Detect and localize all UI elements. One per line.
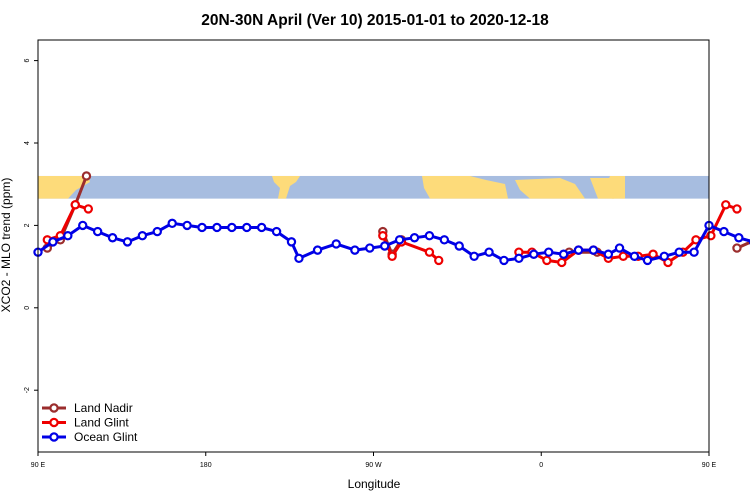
- data-point: [544, 247, 554, 257]
- map-land-africa: [422, 175, 508, 199]
- data-point: [542, 255, 552, 266]
- chart-title: 20N-30N April (Ver 10) 2015-01-01 to 202…: [201, 12, 549, 29]
- map-land-asia-west: [38, 175, 90, 199]
- data-point: [107, 233, 118, 243]
- data-point: [732, 243, 742, 253]
- data-point: [689, 247, 699, 257]
- x-axis-label: Longitude: [348, 477, 401, 491]
- data-point: [167, 218, 177, 229]
- data-point: [719, 226, 729, 237]
- data-point: [629, 251, 640, 261]
- x-tick-label: 90 E: [31, 462, 46, 469]
- data-point: [721, 200, 731, 210]
- data-point: [379, 241, 390, 251]
- data-point: [83, 204, 94, 214]
- data-point: [558, 249, 569, 259]
- data-point: [659, 251, 669, 261]
- data-point: [197, 222, 207, 233]
- legend-swatch-marker: [49, 432, 59, 442]
- data-point: [454, 241, 464, 251]
- y-axis: -2 0 2 4 6: [24, 59, 38, 393]
- legend-label: Land Nadir: [74, 401, 133, 415]
- data-point: [409, 233, 420, 243]
- data-point: [312, 245, 323, 255]
- data-point: [484, 247, 494, 257]
- data-point: [182, 220, 192, 231]
- plot-area: [33, 171, 750, 268]
- data-point: [424, 247, 435, 257]
- data-point: [469, 251, 479, 261]
- x-tick-label: 90 W: [365, 462, 382, 469]
- data-point: [365, 243, 375, 253]
- series-line: [736, 240, 750, 250]
- data-point: [350, 245, 360, 255]
- legend-swatch-marker: [49, 403, 59, 413]
- data-point: [70, 200, 80, 210]
- x-tick-label: 0: [539, 462, 543, 469]
- y-tick-label: -2: [24, 387, 31, 393]
- data-point: [48, 237, 58, 247]
- data-point: [63, 230, 73, 241]
- map-land-india: [590, 177, 614, 199]
- data-point: [256, 222, 267, 233]
- data-point: [434, 255, 444, 266]
- x-tick-label: 90 E: [702, 462, 717, 469]
- data-point: [78, 220, 88, 231]
- data-point: [573, 245, 584, 255]
- data-point: [286, 237, 297, 247]
- legend-label: Land Glint: [74, 416, 129, 430]
- data-point: [242, 222, 252, 233]
- data-point: [557, 257, 567, 268]
- y-axis-label: XCO2 - MLO trend (ppm): [0, 178, 13, 313]
- data-point: [614, 243, 625, 253]
- map-land-america: [272, 175, 300, 199]
- data-point: [618, 251, 628, 261]
- series-line: [37, 221, 750, 262]
- data-point: [212, 222, 222, 233]
- data-point: [387, 251, 397, 261]
- data-point: [271, 226, 282, 237]
- data-point: [424, 230, 435, 241]
- data-point: [499, 255, 509, 266]
- data-point: [92, 226, 103, 237]
- data-point: [706, 230, 716, 241]
- data-point: [439, 235, 450, 245]
- data-point: [734, 233, 744, 243]
- data-point: [603, 249, 614, 259]
- data-point: [227, 222, 237, 233]
- data-point: [648, 249, 658, 259]
- data-point: [732, 204, 742, 214]
- data-point: [529, 249, 539, 259]
- data-point: [294, 253, 304, 264]
- data-point: [331, 239, 341, 249]
- data-point: [514, 253, 524, 264]
- data-point: [378, 230, 388, 241]
- data-point: [588, 245, 599, 255]
- series-ocean-glint: [33, 218, 750, 266]
- data-point: [137, 230, 148, 241]
- data-point: [394, 235, 405, 245]
- data-point: [642, 255, 653, 266]
- y-tick-label: 4: [24, 141, 31, 145]
- data-point: [152, 226, 162, 237]
- y-tick-label: 2: [24, 223, 31, 227]
- legend-label: Ocean Glint: [74, 430, 138, 444]
- legend-swatch-marker: [49, 417, 59, 428]
- y-tick-label: 6: [24, 59, 31, 63]
- data-point: [122, 237, 133, 247]
- x-tick-label: 180: [200, 462, 212, 469]
- data-point: [674, 247, 684, 257]
- y-tick-label: 0: [24, 306, 31, 310]
- map-land-arabia: [515, 177, 585, 199]
- data-point: [81, 171, 92, 181]
- map-band: [38, 175, 709, 199]
